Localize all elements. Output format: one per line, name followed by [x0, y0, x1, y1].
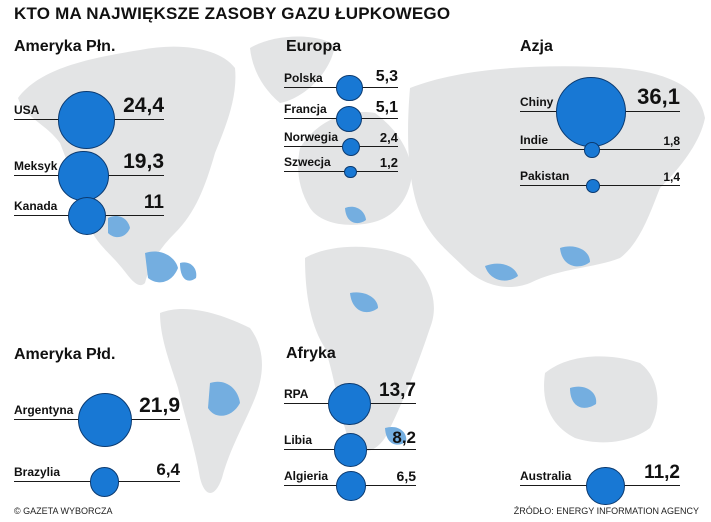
country-label: USA: [14, 103, 40, 117]
item-line: [284, 170, 398, 172]
country-label: Brazylia: [14, 465, 61, 479]
chart-title: KTO MA NAJWIĘKSZE ZASOBY GAZU ŁUPKOWEGO: [14, 4, 451, 23]
bubble-polska: [336, 74, 363, 102]
bubble-chiny: [556, 77, 626, 147]
item-line: [520, 184, 680, 186]
value-label: 1,2: [379, 155, 398, 170]
country-label: Meksyk: [14, 159, 58, 173]
gas-area-usa: [145, 251, 178, 283]
africa-land: [305, 246, 434, 452]
item-meksyk: Meksyk 19,3: [14, 136, 164, 202]
value-label: 2,4: [379, 130, 398, 145]
country-label: Australia: [520, 469, 572, 483]
gas-area-argentina: [208, 381, 240, 416]
gas-area-china: [560, 246, 590, 267]
item-rpa: RPA 13,7: [284, 364, 416, 426]
value-label: 11: [143, 192, 164, 213]
value-label: 6,4: [156, 460, 180, 479]
item-algieria: Algieria 6,5: [284, 446, 416, 501]
bubble-usa: [58, 91, 116, 149]
item-brazylia: Brazylia 6,4: [14, 442, 180, 497]
asia-land: [408, 66, 705, 288]
value-label: 36,1: [637, 84, 680, 109]
item-line: [520, 148, 680, 150]
item-indie: Indie 1,8: [520, 110, 680, 158]
gas-area-south-africa: [385, 426, 407, 445]
region-africa: Afryka: [286, 345, 336, 362]
value-label: 5,3: [375, 68, 398, 85]
item-australia: Australia 11,2: [520, 446, 680, 506]
country-label: Algieria: [284, 469, 329, 483]
bubble-australia: [586, 466, 625, 506]
region-south-america: Ameryka Płd.: [14, 346, 116, 363]
item-chiny: Chiny 36,1: [520, 72, 680, 147]
bubble-meksyk: [58, 150, 109, 202]
value-label: 13,7: [379, 380, 416, 401]
region-europe: Europa: [286, 38, 342, 55]
item-pakistan: Pakistan 1,4: [520, 146, 680, 193]
item-polska: Polska 5,3: [284, 48, 398, 102]
value-label: 21,9: [139, 394, 180, 417]
country-label: Polska: [284, 71, 323, 85]
value-label: 11,2: [644, 462, 680, 483]
item-francja: Francja 5,1: [284, 79, 398, 133]
item-libia: Libia 8,2: [284, 410, 416, 467]
bubble-norwegia: [342, 138, 360, 156]
bubble-pakistan: [586, 179, 600, 193]
item-argentyna: Argentyna 21,9: [14, 380, 180, 448]
country-label: Kanada: [14, 199, 58, 213]
country-label: Argentyna: [14, 403, 74, 417]
country-label: Libia: [284, 433, 313, 447]
bubble-brazylia: [90, 467, 120, 497]
value-label: 5,1: [375, 99, 398, 116]
country-label: Indie: [520, 133, 549, 147]
value-label: 1,4: [663, 170, 680, 184]
bubble-argentyna: [78, 392, 133, 448]
item-line: [284, 145, 398, 147]
country-label: Chiny: [520, 95, 554, 109]
value-label: 1,8: [663, 134, 680, 148]
country-label: Szwecja: [284, 155, 331, 169]
value-label: 8,2: [392, 428, 416, 447]
country-label: Norwegia: [284, 130, 339, 144]
bubble-indie: [584, 142, 600, 158]
bubble-francja: [336, 105, 363, 133]
bubble-libia: [334, 433, 368, 467]
country-label: RPA: [284, 387, 309, 401]
value-label: 19,3: [123, 150, 164, 173]
item-norwegia: Norwegia 2,4: [284, 107, 398, 156]
greenland-land: [250, 36, 335, 103]
item-szwecja: Szwecja 1,2: [284, 132, 398, 179]
country-label: Francja: [284, 102, 327, 116]
region-north-america: Ameryka Płn.: [14, 38, 116, 55]
bubble-algieria: [336, 471, 366, 501]
gas-area-canada: [108, 216, 130, 238]
footer-copyright: © GAZETA WYBORCZA: [14, 506, 113, 516]
gas-area-usa-east: [180, 262, 197, 281]
bubble-szwecja: [344, 165, 357, 179]
gas-area-australia: [570, 386, 597, 408]
item-kanada: Kanada 11: [14, 176, 164, 236]
gas-area-europe: [345, 206, 366, 224]
value-label: 24,4: [123, 94, 164, 117]
country-label: Pakistan: [520, 169, 570, 183]
australia-land: [544, 356, 658, 443]
bubble-kanada: [68, 196, 107, 236]
world-map: [18, 36, 705, 493]
bubble-rpa: [328, 382, 371, 426]
value-label: 6,5: [396, 468, 416, 484]
gas-area-north-africa: [350, 292, 378, 313]
shale-gas-areas: [108, 206, 597, 445]
region-asia: Azja: [520, 38, 553, 55]
item-usa: USA 24,4: [14, 80, 164, 149]
gas-area-central-asia: [485, 263, 518, 281]
footer-source: ŹRÓDŁO: ENERGY INFORMATION AGENCY: [513, 506, 699, 516]
